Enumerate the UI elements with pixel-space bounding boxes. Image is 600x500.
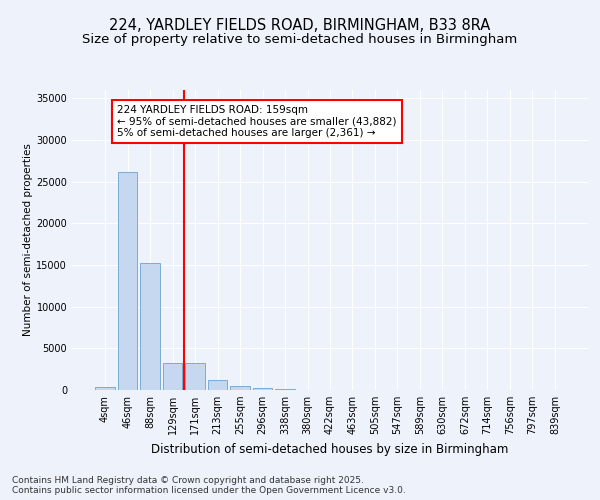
Bar xyxy=(253,388,272,390)
Y-axis label: Number of semi-detached properties: Number of semi-detached properties xyxy=(23,144,34,336)
Text: Contains HM Land Registry data © Crown copyright and database right 2025.
Contai: Contains HM Land Registry data © Crown c… xyxy=(12,476,406,495)
Bar xyxy=(208,380,227,390)
Bar xyxy=(95,386,115,390)
Bar xyxy=(185,362,205,390)
X-axis label: Distribution of semi-detached houses by size in Birmingham: Distribution of semi-detached houses by … xyxy=(151,442,509,456)
Bar xyxy=(118,172,137,390)
Text: Size of property relative to semi-detached houses in Birmingham: Size of property relative to semi-detach… xyxy=(82,32,518,46)
Bar xyxy=(163,362,182,390)
Text: 224 YARDLEY FIELDS ROAD: 159sqm
← 95% of semi-detached houses are smaller (43,88: 224 YARDLEY FIELDS ROAD: 159sqm ← 95% of… xyxy=(118,105,397,138)
Text: 224, YARDLEY FIELDS ROAD, BIRMINGHAM, B33 8RA: 224, YARDLEY FIELDS ROAD, BIRMINGHAM, B3… xyxy=(109,18,491,32)
Bar xyxy=(140,264,160,390)
Bar xyxy=(230,386,250,390)
